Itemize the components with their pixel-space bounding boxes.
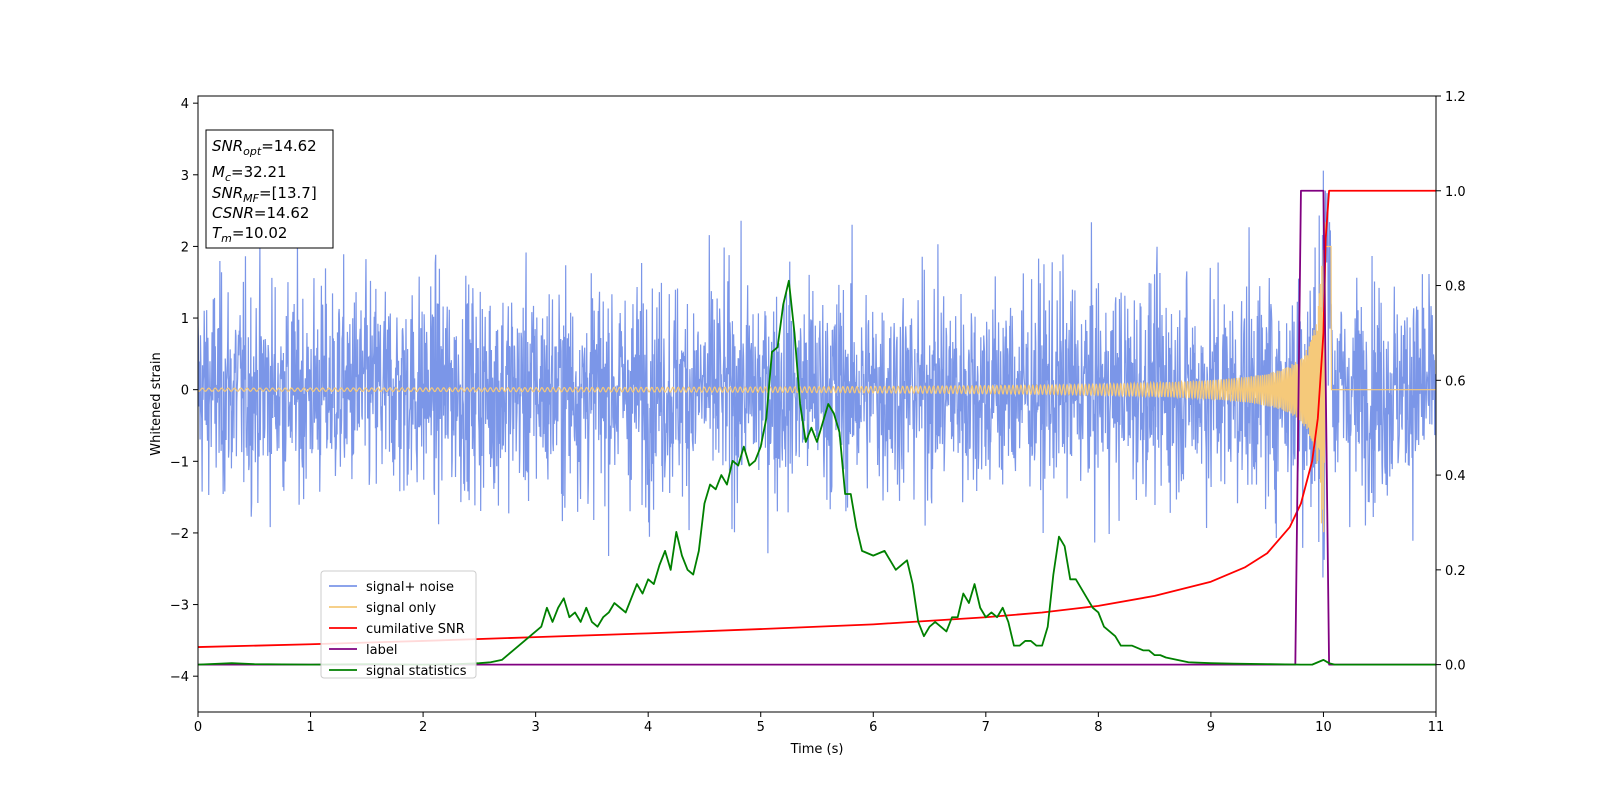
right-y-tick-label: 0.6 [1445,374,1466,389]
csnr-text: CSNR=14.62 [212,204,309,222]
x-tick-label: 10 [1315,720,1332,735]
right-y-tick-label: 0.4 [1445,469,1466,484]
left-y-tick-label: 2 [181,240,189,255]
cumilative-snr-line [197,189,1436,648]
x-tick-label: 0 [194,720,202,735]
left-y-tick-label: −1 [170,455,189,470]
signal-only-series [197,222,1436,533]
snr-mf-text: SNRMF=[13.7] [212,184,317,205]
x-tick-label: 3 [531,720,539,735]
right-y-tick-label: 1.2 [1445,90,1466,105]
legend: signal+ noise signal only cumilative SNR la… [320,570,477,679]
x-tick-label: 4 [644,720,652,735]
x-tick-label: 9 [1207,720,1215,735]
left-y-axis-ticks: −4 −3 −2 −1 0 1 2 3 4 [170,97,198,685]
legend-items: signal+ noise signal only cumilative SNR la… [329,580,467,679]
x-tick-label: 8 [1094,720,1102,735]
left-y-tick-label: 0 [181,384,189,399]
left-y-tick-label: 1 [181,312,189,327]
x-axis-label: Time (s) [790,742,844,757]
legend-frame [320,570,477,679]
merger-time-text: Tm=10.02 [212,224,287,245]
left-y-tick-label: 4 [181,97,189,112]
x-tick-label: 6 [869,720,877,735]
x-tick-label: 2 [419,720,427,735]
signal-only-line [197,222,1436,533]
legend-label: signal only [366,601,436,616]
annotation-box-frame [205,129,334,249]
axes-frame [197,95,1437,713]
right-y-axis-ticks: 0.0 0.2 0.4 0.6 0.8 1.0 1.2 [1436,90,1466,674]
x-tick-label: 11 [1428,720,1445,735]
right-y-tick-label: 0.0 [1445,659,1466,674]
snr-opt-text: SNRopt=14.62 [212,137,317,158]
right-y-tick-label: 0.8 [1445,280,1466,295]
left-y-tick-label: −4 [170,670,189,685]
legend-label: signal+ noise [366,580,454,595]
right-y-tick-label: 0.2 [1445,564,1466,579]
legend-label: signal statistics [366,664,467,679]
y-axis-label: Whitened strain [149,352,164,455]
left-y-tick-label: 3 [181,169,189,184]
x-axis-ticks: 0 1 2 3 4 5 6 7 8 9 10 11 [194,712,1444,735]
right-y-tick-label: 1.0 [1445,185,1466,200]
right-axis-series [197,189,1436,666]
left-y-tick-label: −2 [170,527,189,542]
metrics-annotation-box: SNRopt=14.62 Mc=32.21 SNRMF=[13.7] CSNR=… [205,129,334,249]
signal-statistics-line [197,279,1436,666]
signal-plus-noise-line [197,170,1437,578]
x-tick-label: 7 [982,720,990,735]
left-y-tick-label: −3 [170,599,189,614]
chirp-mass-text: Mc=32.21 [212,163,287,184]
legend-label: cumilative SNR [366,622,465,637]
signal-plus-noise-series [197,170,1437,578]
legend-label: label [366,643,397,658]
x-tick-label: 5 [757,720,765,735]
x-tick-label: 1 [306,720,314,735]
